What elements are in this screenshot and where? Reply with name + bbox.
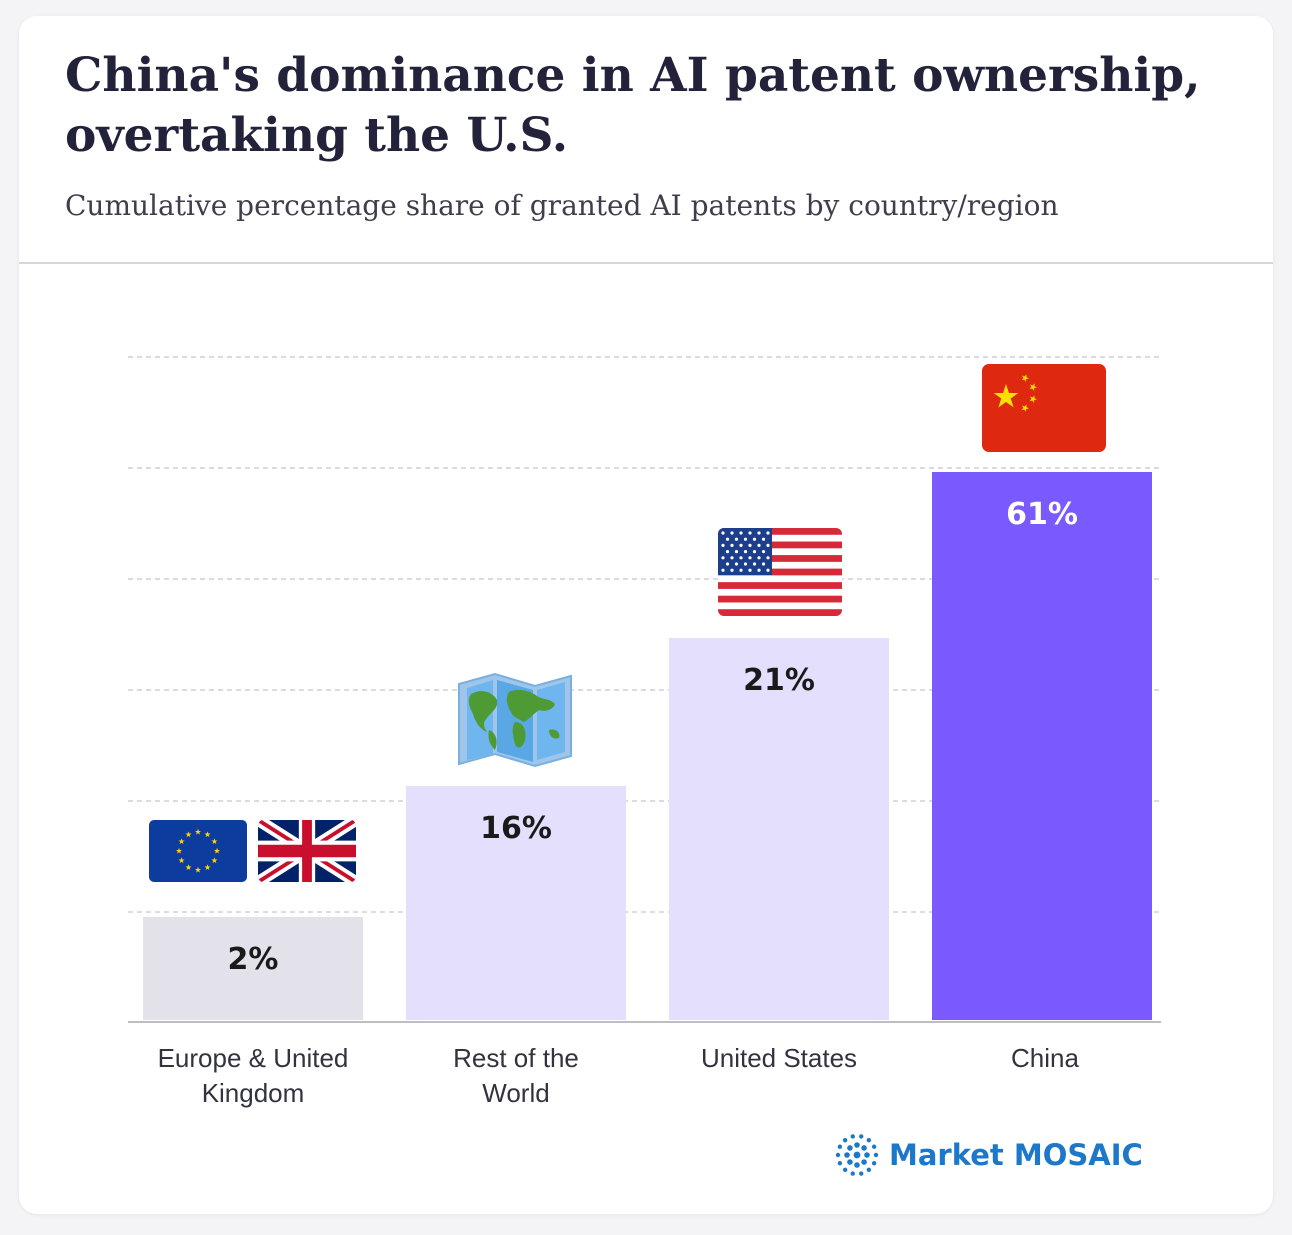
chart-subtitle: Cumulative percentage share of granted A…	[65, 189, 1059, 222]
header-divider	[19, 262, 1273, 264]
bar-3	[932, 472, 1152, 1020]
category-label: Rest of the	[453, 1043, 579, 1073]
brand-dots-icon	[835, 1134, 879, 1176]
category-label: Europe & United	[158, 1043, 349, 1073]
category-label: Kingdom	[202, 1078, 305, 1108]
bar-2	[669, 638, 889, 1020]
china-flag-icon	[982, 364, 1106, 452]
uk-flag-icon	[258, 820, 356, 882]
category-label: World	[482, 1078, 549, 1108]
category-label: China	[1011, 1043, 1079, 1073]
world-map-icon	[458, 672, 572, 768]
us-flag-icon	[718, 528, 842, 616]
chart-title: China's dominance in AI patent ownership…	[65, 48, 1201, 163]
category-label: United States	[701, 1043, 857, 1073]
chart-card: China's dominance in AI patent ownership…	[19, 16, 1273, 1214]
brand-name: Market MOSAIC	[889, 1138, 1143, 1172]
bar-0	[143, 917, 363, 1020]
data-label: 16%	[480, 811, 552, 846]
bar-1	[406, 786, 626, 1020]
data-label: 61%	[1006, 497, 1078, 532]
data-label: 2%	[228, 942, 279, 977]
brand-logo: Market MOSAIC	[833, 1130, 1143, 1180]
data-label: 21%	[743, 663, 815, 698]
bar-chart: 2% Europe & United Kingdom 16% Rest of the Wo…	[128, 356, 1161, 1108]
eu-flag-icon	[149, 820, 247, 882]
